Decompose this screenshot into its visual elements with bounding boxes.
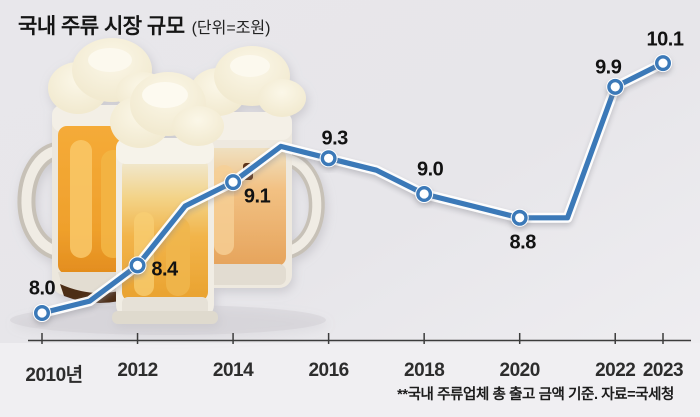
value-label-2014: 9.1 (243, 185, 271, 208)
data-point-2010 (34, 305, 51, 322)
x-axis-label-2020: 2020 (499, 360, 541, 381)
trend-line (33, 54, 672, 322)
value-label-2016: 9.3 (321, 127, 348, 150)
beer-mugs-icon (10, 38, 326, 335)
x-axis-label-2014: 2014 (212, 360, 254, 381)
x-axis-label-2016: 2016 (308, 360, 349, 381)
x-axis-label-2012: 2012 (117, 360, 158, 381)
trend-line-core (39, 60, 666, 316)
value-label-2023: 10.1 (646, 28, 684, 51)
chart-title: 국내 주류 시장 규모 (단위=조원) (18, 10, 270, 40)
value-label-2012: 8.4 (151, 258, 178, 281)
value-label-2018: 9.0 (416, 158, 444, 181)
data-point-2014 (225, 174, 242, 191)
data-point-2022 (607, 78, 624, 95)
axis-footer-band (0, 343, 700, 417)
data-point-2018 (416, 185, 433, 202)
x-axis-label-2010: 2010년 (25, 365, 83, 386)
x-axis (28, 333, 691, 344)
data-point-2016 (320, 150, 337, 167)
data-point-2023 (655, 55, 672, 72)
x-axis-label-2018: 2018 (404, 360, 445, 381)
data-point-2012 (129, 257, 146, 274)
chart-title-text: 국내 주류 시장 규모 (18, 15, 185, 38)
x-axis-label-2023: 2023 (642, 360, 684, 381)
value-label-2022: 9.9 (595, 56, 622, 79)
source-footnote: **국내 주류업체 총 출고 금액 기준. 자료=국세청 (397, 387, 674, 403)
value-label-2010: 8.0 (28, 277, 56, 300)
x-axis-label-2022: 2022 (595, 360, 636, 381)
data-point-2020 (511, 209, 528, 226)
value-label-2020: 8.8 (509, 231, 537, 254)
chart-unit-label: (단위=조원) (191, 20, 271, 37)
